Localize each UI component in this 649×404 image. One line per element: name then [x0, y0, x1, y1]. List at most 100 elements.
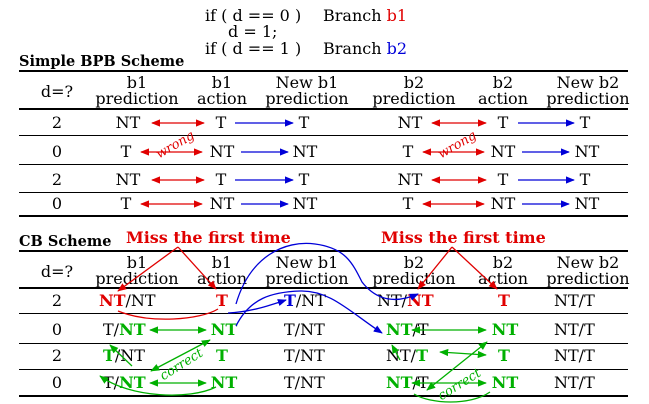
- branch-word: Branch: [323, 6, 382, 25]
- cb-b1-pred-second: NT: [130, 291, 156, 310]
- simple-cell-b2-pred: T: [402, 194, 414, 213]
- miss-label-b2: Miss the first time: [381, 228, 546, 247]
- simple-cell-b1-new: NT: [292, 194, 318, 213]
- simple-cell-b1-act: NT: [209, 194, 235, 213]
- correct-label-b1: correct: [157, 345, 206, 384]
- simple-header-b2-pred-2: prediction: [372, 89, 456, 108]
- cb-cell-b2-pred: NT/T: [386, 346, 428, 365]
- cb-cell-b1-act: NT: [210, 373, 238, 392]
- cb-b1-new-first: T: [284, 291, 296, 310]
- cb-scheme-title: CB Scheme: [19, 233, 112, 250]
- simple-cell-b2-act: T: [497, 170, 509, 189]
- cb-header-b2-new-1: New b2: [556, 253, 620, 272]
- cb-b2-new-first: NT: [554, 346, 579, 365]
- simple-cell-b2-act: T: [497, 113, 509, 132]
- cb-b2-new-first: NT: [554, 320, 579, 339]
- cb-b1-new-second: NT: [300, 373, 325, 392]
- cb-b1-pred-second: NT: [119, 373, 146, 392]
- simple-cell-b2-pred: T: [402, 142, 414, 161]
- cb-b1-pred-first: T: [103, 320, 114, 339]
- cb-cell-b2-pred: NT/T: [386, 373, 429, 392]
- code-line-1: if ( d == 0 ): [205, 6, 302, 25]
- simple-header-b1-act-2: action: [197, 89, 247, 108]
- branch-b1-label: Branch b1: [323, 8, 407, 24]
- cb-cell-b2-pred: NT/NT: [377, 291, 434, 310]
- cb-b2-new-second: T: [584, 320, 595, 339]
- code-line-2: d = 1;: [228, 22, 278, 41]
- simple-cell-b1-pred: NT: [115, 170, 141, 189]
- cb-b2-new-first: NT: [554, 291, 579, 310]
- simple-header-d: d=?: [40, 82, 74, 101]
- cb-cell-b1-pred: T/NT: [103, 373, 146, 392]
- branch-b2-label: Branch b2: [323, 41, 407, 57]
- wrong-label-b2: wrong: [435, 128, 480, 163]
- curve-arrow-icon: [117, 308, 219, 320]
- cb-b2-pred-first: NT: [386, 320, 413, 339]
- cb-cell-d: 2: [51, 291, 63, 310]
- cb-b2-pred-first: NT: [386, 373, 413, 392]
- row-divider: [19, 313, 628, 314]
- cb-cell-b1-pred: T/NT: [103, 320, 146, 339]
- simple-cell-b2-new: NT: [574, 142, 600, 161]
- simple-cell-d: 0: [51, 194, 63, 213]
- simple-cell-b2-pred: NT: [397, 113, 423, 132]
- simple-cell-d: 0: [51, 142, 63, 161]
- branch-word: Branch: [323, 39, 382, 58]
- cb-cell-b1-new: T/NT: [284, 320, 325, 339]
- cb-b1-pred-first: NT: [99, 291, 126, 310]
- cb-b2-pred-second: T: [416, 346, 428, 365]
- cb-cell-b1-act: T: [216, 346, 228, 365]
- simple-cell-b1-new: T: [298, 170, 310, 189]
- simple-cell-b2-pred: NT: [397, 170, 423, 189]
- simple-header-b2-pred-1: b2: [403, 73, 425, 92]
- simple-cell-b2-act: NT: [490, 142, 516, 161]
- simple-cell-b1-pred: T: [120, 194, 132, 213]
- cb-header-b2-act-2: action: [478, 269, 528, 288]
- cb-b2-new-second: T: [584, 373, 595, 392]
- cb-b1-new-first: T: [284, 373, 295, 392]
- simple-header-b2-act-2: action: [478, 89, 528, 108]
- cb-b1-pred-first: T: [103, 346, 115, 365]
- cb-cell-b1-pred: NT/NT: [99, 291, 156, 310]
- branch-b1-name: b1: [386, 6, 408, 25]
- cb-cell-b2-new: NT/T: [554, 320, 595, 339]
- wrong-label-b1: wrong: [153, 128, 198, 163]
- cb-b2-new-second: T: [584, 291, 595, 310]
- simple-top-rule: [19, 70, 628, 72]
- simple-cell-b1-new: NT: [292, 142, 318, 161]
- simple-cell-b2-new: T: [579, 170, 591, 189]
- cb-cell-b2-act: T: [498, 291, 510, 310]
- simple-cell-b1-new: T: [298, 113, 310, 132]
- simple-header-b1-act-1: b1: [211, 73, 233, 92]
- simple-header-rule: [19, 108, 628, 110]
- simple-cell-b1-act: T: [215, 170, 227, 189]
- cb-b1-new-first: T: [284, 320, 295, 339]
- cb-b1-pred-second: NT: [120, 346, 145, 365]
- simple-cell-b2-new: NT: [574, 194, 600, 213]
- simple-header-b2-new-2: prediction: [546, 89, 630, 108]
- cb-cell-b2-new: NT/T: [554, 346, 595, 365]
- cb-cell-d: 0: [51, 320, 63, 339]
- simple-header-b1-new-1: New b1: [275, 73, 339, 92]
- cb-header-rule: [19, 287, 628, 289]
- cb-top-rule: [19, 250, 628, 252]
- simple-cell-b2-new: T: [579, 113, 591, 132]
- cb-b2-pred-first: NT: [386, 346, 411, 365]
- cb-b1-pred-first: T: [103, 373, 114, 392]
- cb-header-b2-new-2: prediction: [546, 269, 630, 288]
- cb-cell-b2-act: NT: [491, 373, 519, 392]
- cb-header-b1-act-1: b1: [211, 253, 233, 272]
- simple-cell-b1-pred: NT: [115, 113, 141, 132]
- cb-bottom-rule: [19, 395, 628, 397]
- cb-cell-b2-new: NT/T: [554, 291, 595, 310]
- row-divider: [19, 343, 628, 344]
- cb-header-b1-pred-2: prediction: [95, 269, 179, 288]
- cb-cell-b2-new: NT/T: [554, 373, 595, 392]
- cb-cell-b2-act: T: [498, 346, 510, 365]
- cb-cell-d: 0: [51, 373, 63, 392]
- cb-cell-d: 2: [51, 346, 63, 365]
- cb-cell-b2-act: NT: [491, 320, 519, 339]
- cb-header-b2-pred-2: prediction: [372, 269, 456, 288]
- simple-cell-b1-pred: T: [120, 142, 132, 161]
- cb-b1-new-second: NT: [300, 346, 325, 365]
